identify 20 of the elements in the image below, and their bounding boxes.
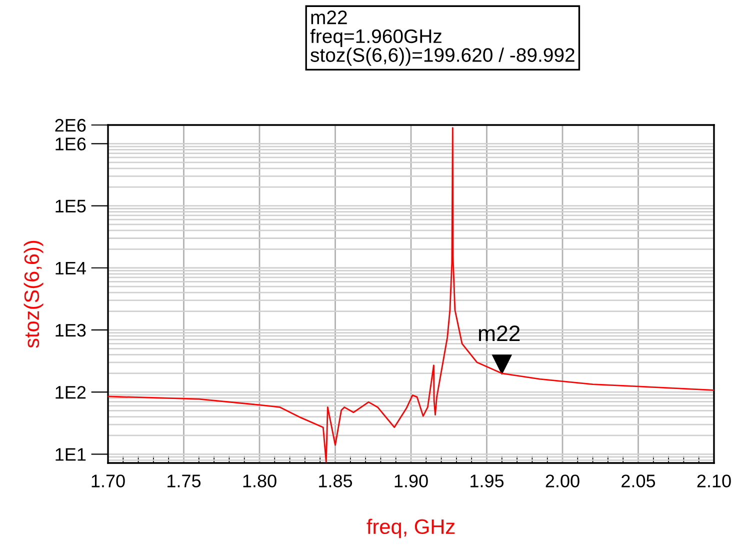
x-tick-label: 1.95 <box>470 474 504 488</box>
y-tick-label: 1E1 <box>56 448 86 461</box>
x-tick-label: 1.70 <box>92 474 125 488</box>
annotation: m22 <box>478 326 520 342</box>
y-tick-label: 1E6 <box>56 138 86 150</box>
x-tick-label: 2.05 <box>622 474 656 488</box>
y-tick-label: 1E4 <box>56 262 86 274</box>
x-tick-label: 1.80 <box>243 474 276 488</box>
y-tick-label: 1E3 <box>56 324 86 337</box>
y-tick-label: 1E5 <box>56 200 86 212</box>
text: m22 freq=1.960GHz stoz(S(6,6))=199.620 / -89.992 <box>310 10 574 66</box>
y-tick-label: 2E6 <box>55 118 86 132</box>
y-axis-title: stoz(S(6,6)) <box>24 240 44 348</box>
x-tick-label: 2.10 <box>697 474 731 488</box>
x-tick-label: 1.75 <box>168 474 201 488</box>
x-tick-label: 1.90 <box>394 474 428 488</box>
x-tick-label: 1.85 <box>319 474 352 488</box>
y-tick-label: 1E2 <box>56 386 86 399</box>
x-axis-title: freq, GHz <box>366 518 455 538</box>
x-tick-label: 2.00 <box>546 474 580 488</box>
